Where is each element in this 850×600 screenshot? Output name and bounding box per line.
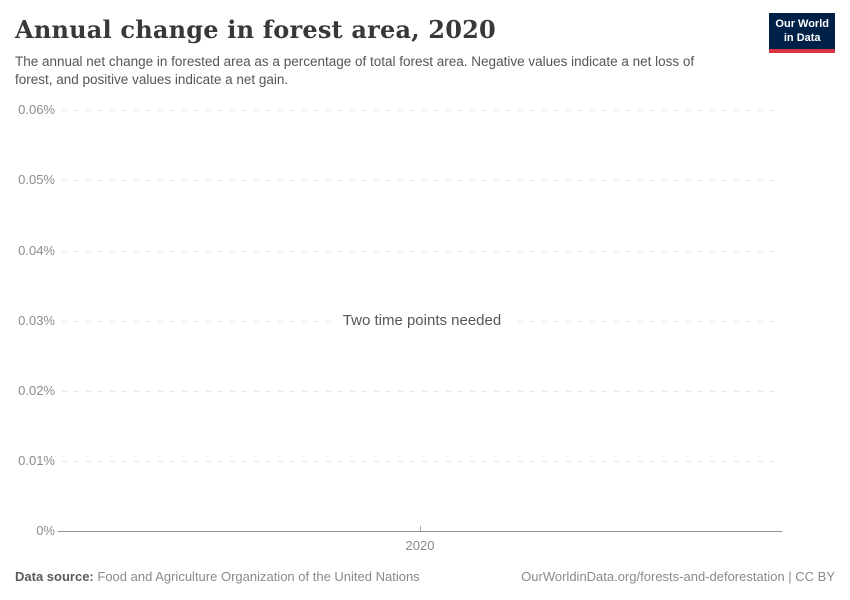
y-axis-tick-label: 0.06%	[18, 102, 55, 117]
gridline	[62, 251, 782, 252]
y-axis-tick-label: 0.03%	[18, 313, 55, 328]
empty-state-row: Two time points needed	[62, 311, 782, 331]
x-axis-tick	[420, 526, 421, 531]
chart-footer: Data source: Food and Agriculture Organi…	[15, 569, 835, 584]
owid-logo-line1: Our World	[775, 18, 829, 30]
page-title: Annual change in forest area, 2020	[15, 15, 496, 44]
data-source-label: Data source:	[15, 569, 94, 584]
y-axis-tick-label: 0.01%	[18, 453, 55, 468]
gridline	[62, 180, 782, 181]
y-axis-tick-label: 0.05%	[18, 172, 55, 187]
gridline	[62, 391, 782, 392]
y-axis-tick-label: 0.04%	[18, 243, 55, 258]
empty-state-message: Two time points needed	[330, 311, 514, 331]
y-axis-tick-label: 0%	[36, 523, 55, 538]
data-source-value: Food and Agriculture Organization of the…	[97, 569, 420, 584]
x-axis-line	[58, 531, 782, 532]
gridline	[62, 110, 782, 111]
x-axis-tick-label: 2020	[405, 538, 435, 553]
owid-logo-line2: in Data	[783, 31, 821, 44]
y-axis-tick-label: 0.02%	[18, 383, 55, 398]
chart-subtitle: The annual net change in forested area a…	[15, 54, 695, 88]
owid-logo[interactable]: Our World in Data	[769, 13, 835, 53]
gridline	[62, 461, 782, 462]
credit-link[interactable]: OurWorldinData.org/forests-and-deforesta…	[521, 569, 835, 584]
data-source: Data source: Food and Agriculture Organi…	[15, 569, 420, 584]
